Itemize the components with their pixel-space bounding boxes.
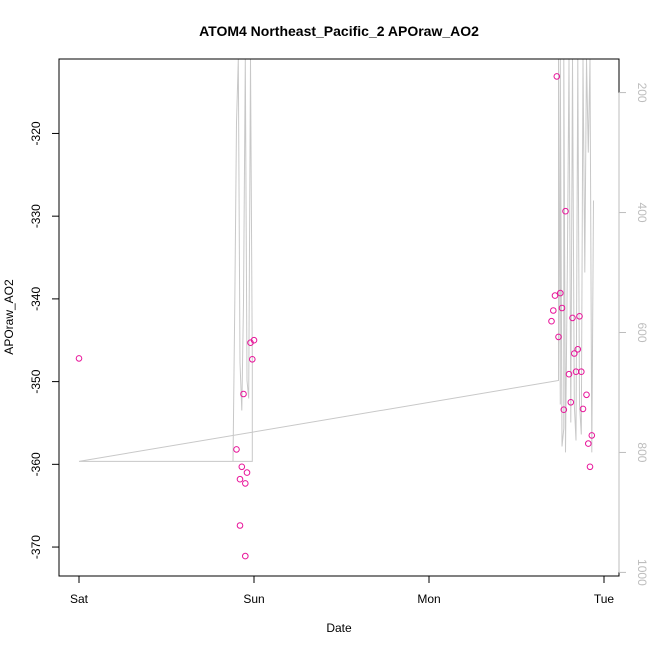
data-point <box>236 522 244 529</box>
x-axis-label: Date <box>326 621 352 635</box>
y2-tick-label: 600 <box>635 322 649 342</box>
data-point <box>578 368 585 376</box>
data-point <box>576 313 583 320</box>
data-point <box>557 289 564 297</box>
data-point <box>233 446 240 453</box>
data-point <box>242 480 249 487</box>
data-point <box>240 390 247 398</box>
data-point <box>562 207 569 215</box>
data-point <box>585 440 592 447</box>
profile-line <box>78 59 594 462</box>
data-points-layer <box>75 73 596 560</box>
data-point <box>567 399 575 406</box>
data-point <box>560 406 568 414</box>
y2-tick-label: 400 <box>635 203 649 223</box>
data-point <box>238 463 246 471</box>
data-point <box>75 355 83 362</box>
y2-tick-label: 1000 <box>635 559 649 586</box>
data-point <box>548 317 555 325</box>
x-tick-label: Sat <box>70 592 89 606</box>
data-point <box>586 463 594 471</box>
data-point <box>558 304 566 312</box>
data-point <box>550 307 557 314</box>
data-point <box>574 346 582 353</box>
data-point <box>243 469 251 476</box>
data-point <box>553 73 561 80</box>
x-tick-label: Tue <box>594 592 615 606</box>
data-point <box>551 292 559 299</box>
y2-tick-label: 800 <box>635 442 649 462</box>
data-point <box>250 336 258 344</box>
y-tick-label: -320 <box>29 121 43 145</box>
x-tick-label: Mon <box>417 592 440 606</box>
y2-tick-label: 200 <box>635 83 649 103</box>
data-point <box>569 314 576 322</box>
x-tick-label: Sun <box>243 592 264 606</box>
data-point <box>588 432 596 439</box>
profile-line-layer <box>78 59 594 462</box>
data-point <box>579 405 587 413</box>
data-point <box>583 391 590 399</box>
data-point <box>571 350 578 357</box>
data-point <box>236 475 244 483</box>
y-tick-label: -360 <box>29 452 43 476</box>
y-tick-label: -330 <box>29 204 43 228</box>
plot-frame <box>58 58 620 577</box>
data-point <box>249 356 256 363</box>
data-point <box>555 333 562 341</box>
y-axis-label: APOraw_AO2 <box>2 279 16 355</box>
chart-title: ATOM4 Northeast_Pacific_2 APOraw_AO2 <box>199 23 479 39</box>
y-tick-label: -350 <box>29 369 43 393</box>
x-axis: Sat Sun Mon Tue <box>70 575 615 606</box>
y2-axis: 200 400 600 800 1000 <box>618 83 649 586</box>
y-axis: -370 -360 -350 -340 -330 -320 <box>29 121 60 559</box>
y-tick-label: -340 <box>29 287 43 311</box>
data-point <box>242 552 249 560</box>
y-tick-label: -370 <box>29 535 43 559</box>
data-point <box>565 370 573 378</box>
